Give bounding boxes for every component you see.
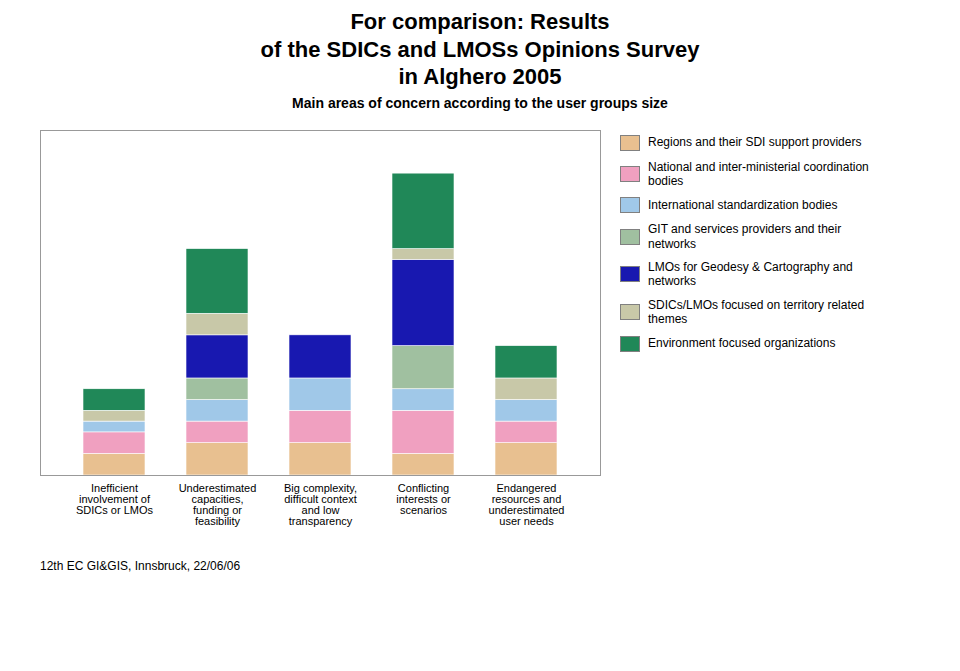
svg-text:Big complexity,difficult conte: Big complexity,difficult contextand lowt… xyxy=(284,482,357,527)
html-text:Main areas of concern accordin: Main areas of concern according to the u… xyxy=(292,94,668,111)
html-text:12th EC GI&GIS, Innsbruck, 22/: 12th EC GI&GIS, Innsbruck, 22/06/06 xyxy=(40,558,241,573)
svg-text:Inefficientinvolvement ofSDICs: Inefficientinvolvement ofSDICs or LMOs xyxy=(76,482,154,516)
html-text:SDICs/LMOs focused on territor: SDICs/LMOs focused on territory related … xyxy=(648,297,865,327)
html-text:National and inter-ministerial: National and inter-ministerial coordinat… xyxy=(648,159,869,188)
html-text:Environment focused organizati: Environment focused organizations xyxy=(648,336,836,351)
svg-text:Underestimatedcapacities,fundi: Underestimatedcapacities,funding orfeasi… xyxy=(179,482,257,527)
html-text:Regions and their SDI support: Regions and their SDI support providers xyxy=(648,135,862,150)
html-text:International standardization: International standardization bodies xyxy=(648,198,838,213)
html-text:LMOs for Geodesy & Cartography: LMOs for Geodesy & Cartography and netwo… xyxy=(648,260,853,289)
svg-text:Endangeredresources andunderes: Endangeredresources andunderestimateduse… xyxy=(489,482,565,527)
svg-text:Conflictinginterests orscenari: Conflictinginterests orscenarios xyxy=(396,482,451,516)
html-text:GIT and services providers and: GIT and services providers and their net… xyxy=(648,222,842,251)
html-text:For comparison: Results of the: For comparison: Results of the SDICs and… xyxy=(260,9,700,89)
